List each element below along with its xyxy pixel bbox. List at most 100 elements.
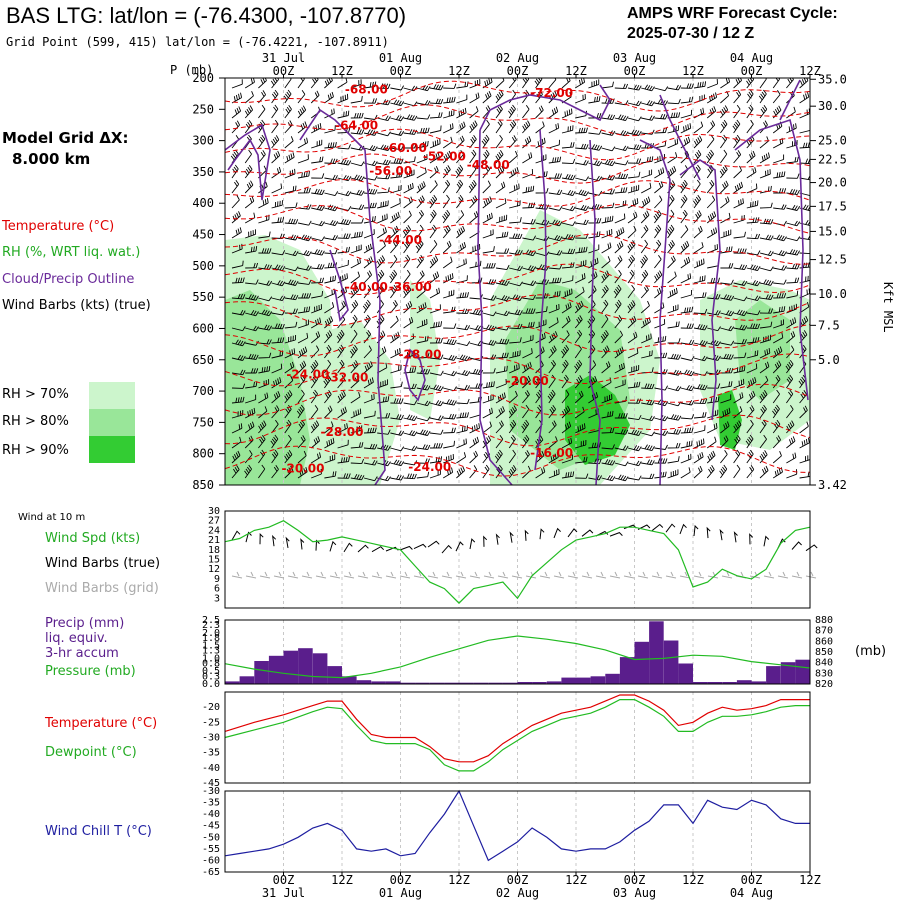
cross-section-wind-barb xyxy=(786,420,795,434)
cross-section-wind-barb xyxy=(773,250,787,257)
isotherm-label: -60.00 xyxy=(384,141,427,155)
pressure-tick-label: 250 xyxy=(192,102,214,116)
wind-barb-true xyxy=(495,533,500,545)
cross-section-wind-barb xyxy=(654,369,668,375)
cross-section-wind-barb xyxy=(759,390,768,404)
cross-section-wind-barb xyxy=(258,324,272,331)
cross-section-wind-barb xyxy=(310,404,319,419)
cross-section-wind-barb xyxy=(733,324,748,331)
cross-section-wind-barb xyxy=(772,332,784,344)
cross-section-wind-barb xyxy=(679,179,688,194)
cross-section-wind-barb xyxy=(244,196,255,209)
cross-section-wind-barb xyxy=(429,240,438,254)
wind-barb-true xyxy=(651,523,664,532)
wind-barb-grid xyxy=(343,571,355,579)
cross-section-wind-barb xyxy=(324,248,338,255)
cross-section-wind-barb xyxy=(786,188,800,196)
cross-section-wind-barb xyxy=(799,174,810,181)
cross-section-wind-barb xyxy=(680,194,688,209)
cross-section-wind-barb xyxy=(640,239,648,254)
cross-section-wind-barb xyxy=(284,390,293,404)
cross-section-wind-barb xyxy=(561,248,576,255)
cross-section-wind-barb xyxy=(495,406,505,419)
cross-section-wind-barb xyxy=(799,437,810,449)
wind-barb-grid xyxy=(791,571,803,579)
cross-section-wind-barb xyxy=(258,104,266,119)
cross-section-wind-barb xyxy=(654,99,668,106)
cross-section-wind-barb xyxy=(733,296,748,302)
cross-section-wind-barb xyxy=(429,138,441,149)
cross-section-wind-barb xyxy=(733,90,742,104)
cross-section-wind-barb xyxy=(495,104,503,119)
cross-section-wind-barb xyxy=(350,271,361,284)
cross-section-wind-barb xyxy=(561,205,576,212)
cross-section-wind-barb xyxy=(746,405,755,419)
cross-section-wind-barb xyxy=(376,330,386,344)
cross-section-wind-barb xyxy=(680,209,688,224)
cross-section-wind-barb xyxy=(799,330,808,344)
cross-section-wind-barb xyxy=(706,227,718,239)
cross-section-wind-barb xyxy=(324,262,338,269)
cross-section-wind-barb xyxy=(759,294,774,300)
cross-section-wind-barb xyxy=(337,456,350,464)
wind-barb-grid xyxy=(399,571,411,579)
cross-section-wind-barb xyxy=(575,439,587,449)
cross-section-wind-barb xyxy=(231,396,245,404)
cross-section-wind-barb xyxy=(772,105,782,119)
cross-section-wind-barb xyxy=(641,129,655,135)
cross-section-wind-barb xyxy=(654,444,668,450)
cross-section-wind-barb xyxy=(337,473,351,479)
cross-section-wind-barb xyxy=(693,275,706,284)
cross-section-wind-barb xyxy=(601,146,616,152)
pressure-tick-label: 820 xyxy=(815,679,833,690)
cross-section-wind-barb xyxy=(772,78,780,89)
wind-barb-grid xyxy=(329,571,341,579)
cross-section-wind-barb xyxy=(337,110,350,119)
cross-section-wind-barb xyxy=(522,404,530,419)
cross-section-wind-barb xyxy=(654,352,668,359)
cross-section-wind-barb xyxy=(719,464,728,479)
wind-barb-grid xyxy=(231,571,243,579)
cross-section-wind-barb xyxy=(772,374,781,389)
cross-section-wind-barb xyxy=(231,423,243,434)
cloud-outline xyxy=(639,139,671,485)
cross-section-wind-barb xyxy=(654,430,669,436)
cross-section-wind-barb xyxy=(561,275,574,284)
cross-section-wind-barb xyxy=(429,304,441,314)
cross-section-wind-barb xyxy=(284,250,299,257)
cross-section-wind-barb xyxy=(231,195,240,209)
cross-section-wind-barb xyxy=(311,220,325,227)
cross-section-wind-barb xyxy=(297,419,305,434)
cross-section-wind-barb xyxy=(601,345,610,359)
cross-section-wind-barb xyxy=(746,310,761,316)
cross-section-wind-barb xyxy=(416,270,425,284)
cross-section-wind-barb xyxy=(706,450,716,464)
cross-section-wind-barb xyxy=(231,450,241,464)
cross-section-wind-barb xyxy=(508,449,516,464)
cross-section-wind-barb xyxy=(231,369,246,376)
cross-section-wind-barb xyxy=(601,202,615,209)
cross-section-wind-barb xyxy=(786,303,798,314)
cross-section-wind-barb xyxy=(667,152,678,164)
cross-section-wind-barb xyxy=(429,321,443,329)
cross-section-wind-barb xyxy=(588,160,603,167)
cross-section-wind-barb xyxy=(640,317,651,329)
cross-section-wind-barb xyxy=(535,187,549,194)
cross-section-wind-barb xyxy=(786,389,794,404)
isotherm-label: -32.00 xyxy=(325,371,368,385)
cross-section-wind-barb xyxy=(508,150,518,164)
cross-section-wind-barb xyxy=(680,289,692,299)
cross-section-wind-barb xyxy=(575,456,588,464)
cross-section-wind-barb xyxy=(640,196,651,209)
cross-section-wind-barb xyxy=(310,389,318,404)
cross-section-wind-barb xyxy=(258,296,273,302)
temp-tick-label: -45 xyxy=(202,778,220,789)
cross-section-wind-barb xyxy=(575,273,586,284)
cross-section-wind-barb xyxy=(786,436,796,449)
cross-section-wind-barb xyxy=(311,468,322,479)
cross-section-wind-barb xyxy=(297,171,310,179)
time-tick-label: 12Z xyxy=(331,64,353,78)
precip-bar xyxy=(751,681,767,684)
cross-section-wind-barb xyxy=(601,444,615,450)
